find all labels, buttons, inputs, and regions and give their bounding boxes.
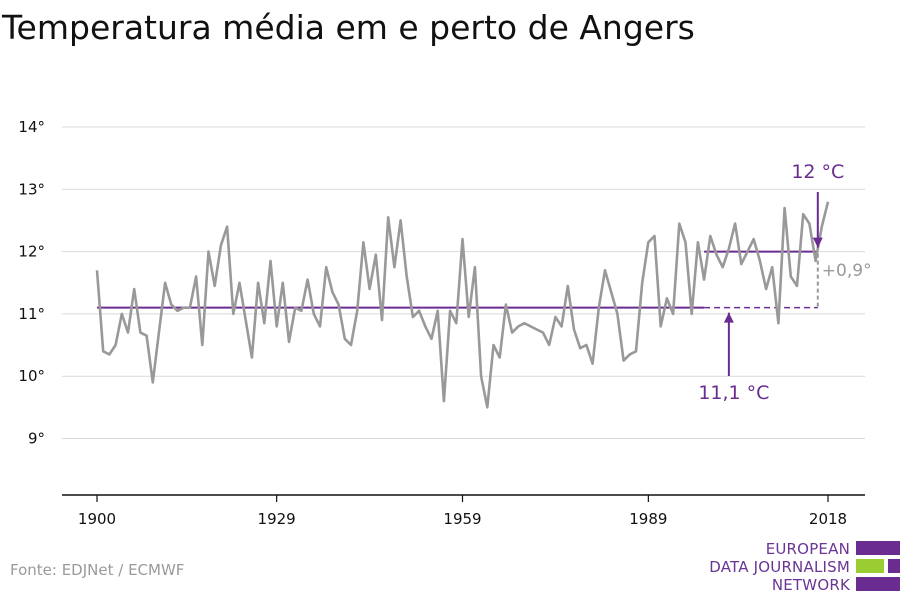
- logo-bar-purple-bottom: [856, 577, 900, 591]
- y-tick-label: 10°: [18, 367, 45, 385]
- annotation-label-11c: 11,1 °C: [698, 382, 769, 404]
- logo-line-3: NETWORK: [771, 576, 850, 594]
- logo-line-2: DATA JOURNALISM: [709, 558, 850, 576]
- annotation-arrow-12c-head: [812, 237, 823, 248]
- x-tick-label: 1959: [443, 510, 481, 528]
- x-tick-label: 1929: [258, 510, 296, 528]
- y-tick-label: 12°: [18, 243, 45, 261]
- edjnet-logo: EUROPEAN DATA JOURNALISM NETWORK: [690, 540, 900, 596]
- y-tick-label: 13°: [18, 180, 45, 198]
- x-tick-label: 1989: [629, 510, 667, 528]
- difference-label: +0,9°: [822, 261, 872, 281]
- annotation-label-12c: 12 °C: [791, 161, 844, 183]
- temperature-series-line: [95, 201, 830, 409]
- annotation-arrow-11c-head: [723, 312, 734, 323]
- y-tick-label: 11°: [18, 305, 45, 323]
- logo-bar-purple-top: [856, 541, 900, 555]
- x-tick-label: 1900: [78, 510, 116, 528]
- chart-title: Temperatura média em e perto de Angers: [2, 8, 695, 47]
- x-tick-label: 2018: [809, 510, 847, 528]
- source-credit: Fonte: EDJNet / ECMWF: [10, 561, 185, 579]
- y-tick-label: 9°: [28, 430, 45, 448]
- logo-bar-purple-right: [888, 559, 900, 573]
- logo-line-1: EUROPEAN: [765, 540, 850, 558]
- y-tick-label: 14°: [18, 118, 45, 136]
- logo-bar-green: [856, 559, 884, 573]
